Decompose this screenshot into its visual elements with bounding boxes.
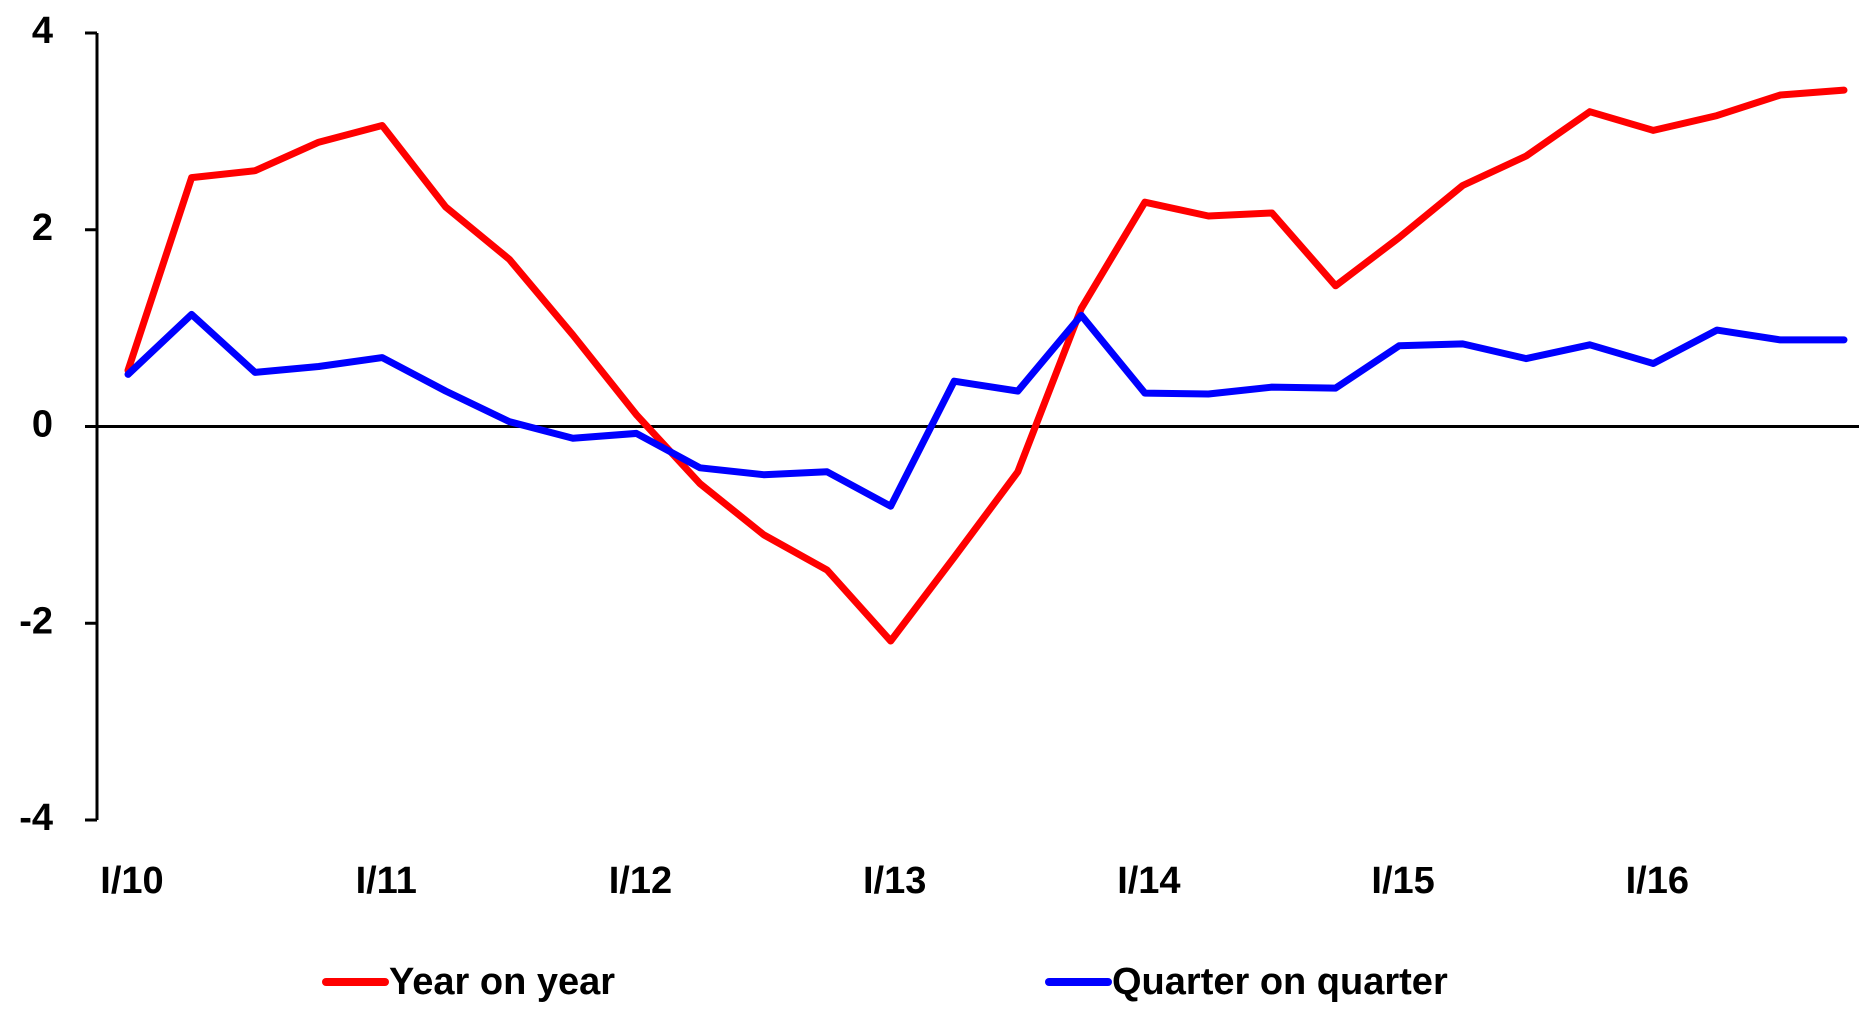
y-tick-label: 0 [32,404,53,446]
x-tick-label: I/16 [1626,860,1689,902]
y-tick-label: -4 [19,797,53,839]
x-tick-label: I/13 [863,860,926,902]
y-tick-label: -2 [19,600,53,642]
x-tick-label: I/10 [100,860,163,902]
x-tick-label: I/12 [609,860,672,902]
legend-label: Year on year [389,961,615,1003]
legend-label: Quarter on quarter [1112,961,1448,1003]
y-tick-label: 2 [32,207,53,249]
x-tick-label: I/11 [356,860,417,902]
series-line [124,86,1848,645]
x-tick-label: I/15 [1371,860,1434,902]
y-tick-label: 4 [32,10,53,52]
series-line [124,310,1848,510]
x-tick-label: I/14 [1117,860,1180,902]
